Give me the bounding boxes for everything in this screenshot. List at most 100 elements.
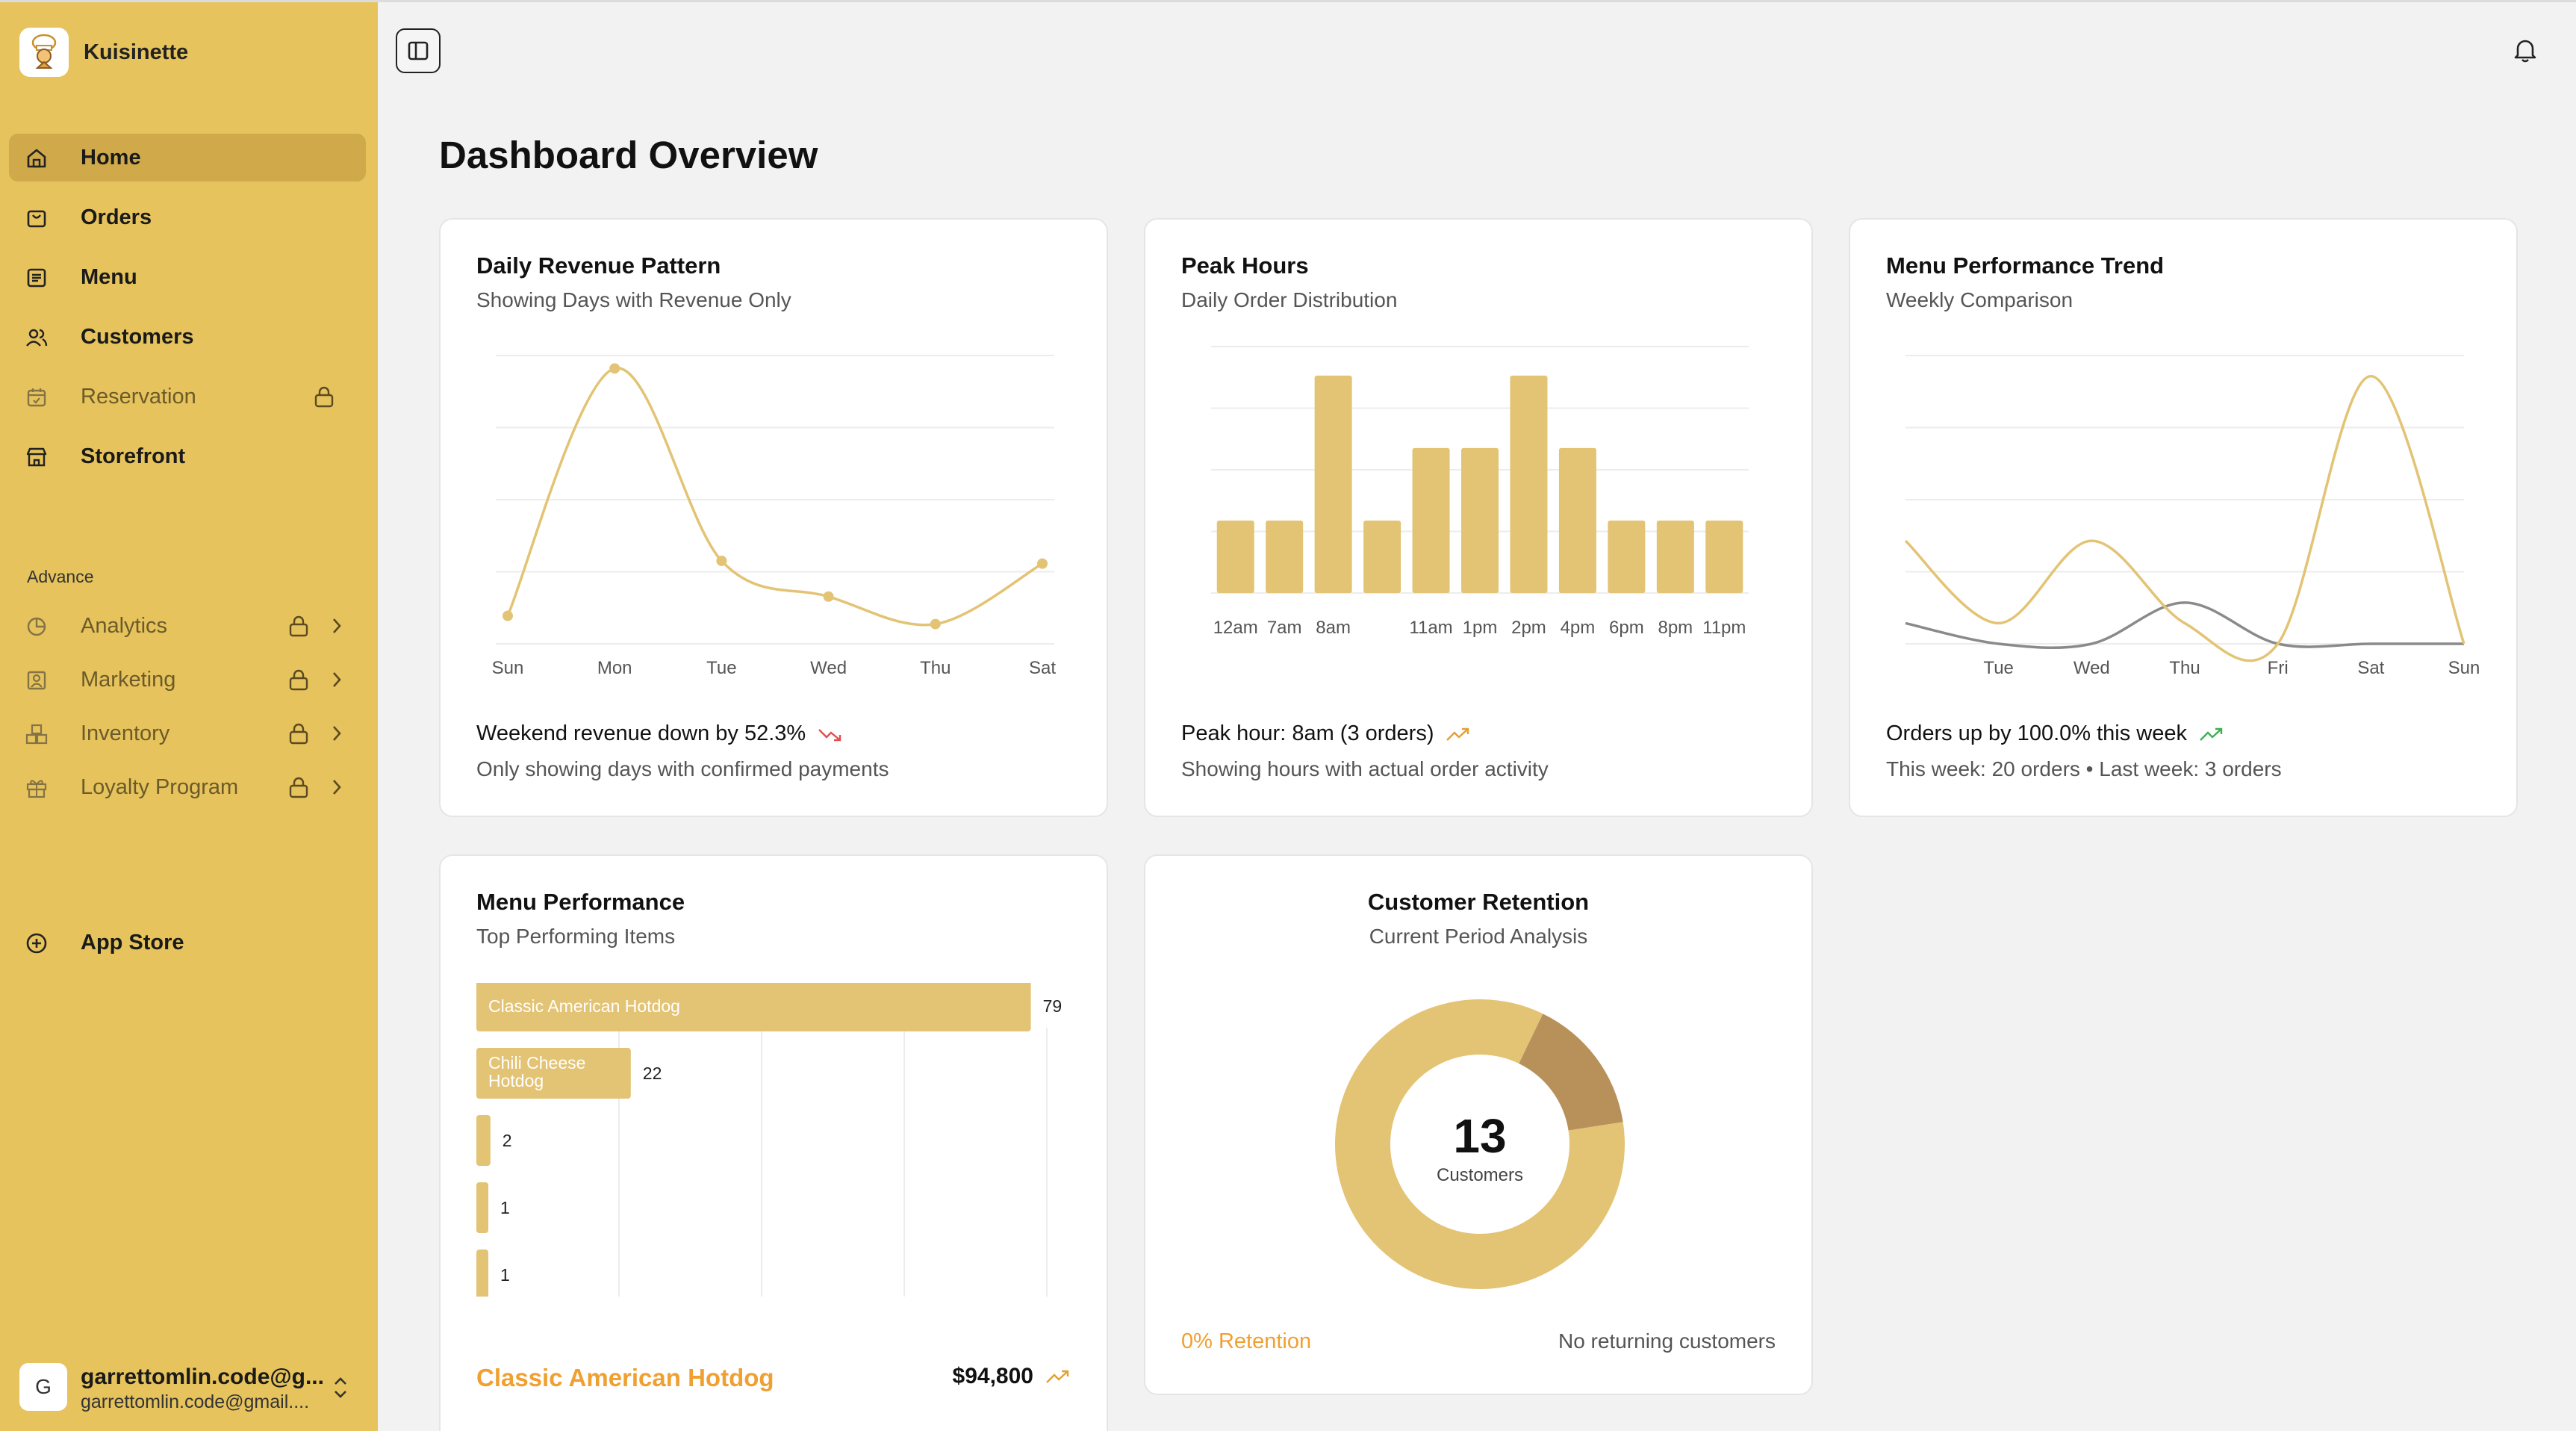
bar-category-label: Chili Cheese	[488, 1053, 585, 1073]
sidebar-item-customers[interactable]: Customers	[9, 313, 366, 361]
card-title: Menu Performance	[476, 889, 685, 915]
bar-category-label: Classic American Hotdog	[488, 996, 680, 1016]
user-menu[interactable]: G garrettomlin.code@g... garrettomlin.co…	[19, 1363, 370, 1412]
card-footer-main: Peak hour: 8am (3 orders)	[1181, 721, 1471, 746]
sidebar-item-reservation[interactable]: Reservation	[9, 373, 366, 420]
x-tick-label: Thu	[920, 658, 951, 678]
plus-circle-icon	[26, 933, 47, 954]
top-item-value: $94,800	[952, 1364, 1033, 1388]
sidebar-item-storefront[interactable]: Storefront	[9, 432, 366, 480]
retention-donut-chart	[1335, 999, 1625, 1289]
bar	[1216, 520, 1254, 593]
calendar-check-icon	[27, 388, 46, 407]
trending-up-icon	[1446, 727, 1469, 741]
sidebar-item-home[interactable]: Home	[9, 134, 366, 181]
sidebar-toggle-icon	[408, 41, 429, 60]
bar	[1656, 520, 1694, 593]
gift-icon	[26, 780, 47, 798]
card-footer-main: Orders up by 100.0% this week	[1886, 721, 2224, 746]
bar-value-label: 79	[1043, 996, 1063, 1016]
bell-icon[interactable]	[2513, 37, 2537, 63]
donut-slice	[1519, 1014, 1623, 1131]
trend-card: Menu Performance Trend Weekly Comparison…	[1849, 218, 2518, 817]
pie-chart-icon	[27, 617, 46, 636]
sidebar-toggle-button[interactable]	[396, 28, 441, 73]
top-item-name: Classic American Hotdog	[476, 1364, 774, 1391]
x-tick-label: Tue	[1983, 658, 2013, 678]
bar-value-label: 22	[643, 1064, 662, 1083]
bar	[476, 1250, 488, 1297]
card-title: Peak Hours	[1181, 252, 1309, 279]
lock-icon	[314, 386, 334, 408]
card-title: Customer Retention	[1367, 889, 1590, 915]
chevron-right-icon	[333, 780, 341, 795]
card-footer-main: Weekend revenue down by 52.3%	[476, 721, 843, 746]
sidebar-item-marketing[interactable]: Marketing	[9, 656, 366, 704]
bar	[1363, 520, 1401, 593]
sidebar-item-app-store[interactable]: App Store	[9, 919, 366, 966]
sidebar-item-label: Reservation	[81, 384, 196, 409]
x-tick-label: Tue	[706, 658, 736, 678]
sidebar-item-menu[interactable]: Menu	[9, 253, 366, 301]
retention-card: Customer Retention Current Period Analys…	[1144, 854, 1813, 1395]
chef-logo-icon	[19, 28, 69, 77]
trend-line-chart: Tue Wed Thu Fri Sat Sun	[1904, 355, 2480, 678]
peak-hours-bar-chart: 12am 7am 8am 11am 1pm 2pm 4pm 6pm 8pm 11pm	[1211, 346, 1749, 638]
card-subtitle: Top Performing Items	[476, 925, 676, 948]
top-item-value-row: $94,800	[953, 1364, 1071, 1389]
donut-center-label: Customers	[1436, 1165, 1524, 1185]
sidebar-item-analytics[interactable]: Analytics	[9, 602, 366, 650]
x-tick-label: Sun	[492, 658, 524, 678]
brand[interactable]: Kuisinette	[19, 28, 188, 77]
sidebar-item-inventory[interactable]: Inventory	[9, 710, 366, 757]
revenue-card: Daily Revenue Pattern Showing Days with …	[439, 218, 1108, 817]
peak-hours-card: Peak Hours Daily Order Distribution 12am…	[1144, 218, 1813, 817]
bar	[476, 1182, 488, 1233]
lock-icon	[289, 615, 308, 637]
data-point	[503, 610, 513, 621]
card-footer-sub: This week: 20 orders • Last week: 3 orde…	[1886, 757, 2282, 780]
menu-bar-chart: Classic American Hotdog 79 Chili CheeseHot…	[476, 983, 1063, 1297]
bar	[476, 983, 1031, 1031]
footer-text: Weekend revenue down by 52.3%	[476, 721, 806, 745]
trending-up-icon	[1046, 1370, 1069, 1383]
footer-text: Orders up by 100.0% this week	[1886, 721, 2187, 745]
bar	[476, 1115, 491, 1166]
bar	[1558, 447, 1596, 593]
card-subtitle: Daily Order Distribution	[1181, 288, 1398, 311]
card-title: Daily Revenue Pattern	[476, 252, 721, 279]
sidebar-item-label: Inventory	[81, 721, 170, 745]
sidebar-item-label: Customers	[81, 324, 194, 349]
x-tick-label: 7am	[1267, 618, 1302, 638]
home-icon	[27, 149, 46, 168]
x-tick-label: 11am	[1409, 618, 1452, 638]
chevron-right-icon	[333, 672, 341, 687]
bar-value-label: 1	[500, 1198, 510, 1217]
sidebar-item-label: Marketing	[81, 667, 176, 692]
donut-slice	[1335, 999, 1625, 1289]
footer-text: Peak hour: 8am (3 orders)	[1181, 721, 1434, 745]
card-title: Menu Performance Trend	[1886, 252, 2165, 279]
x-tick-label: Mon	[597, 658, 632, 678]
x-tick-label: Wed	[2073, 658, 2110, 678]
data-point	[609, 363, 620, 374]
sidebar-item-label: Home	[81, 145, 141, 170]
bar	[1510, 375, 1548, 593]
sidebar: Kuisinette Home Orders Menu Customers Re…	[0, 2, 378, 1431]
sidebar-item-loyalty-program[interactable]: Loyalty Program	[9, 763, 366, 811]
trending-up-icon	[2200, 727, 2223, 741]
x-tick-label: 8am	[1316, 618, 1351, 638]
sidebar-item-label: App Store	[81, 930, 184, 954]
lock-icon	[289, 777, 308, 798]
menu-performance-card: Menu Performance Top Performing Items Cl…	[439, 854, 1108, 1431]
x-tick-label: 4pm	[1561, 618, 1596, 638]
sidebar-item-orders[interactable]: Orders	[9, 193, 366, 241]
bar	[1412, 447, 1450, 593]
bar	[1314, 375, 1352, 593]
menu-list-icon	[27, 268, 46, 288]
x-tick-label: 1pm	[1463, 618, 1498, 638]
x-tick-label: Thu	[2169, 658, 2200, 678]
shopping-bag-icon	[27, 210, 46, 228]
x-tick-label: Fri	[2268, 658, 2289, 678]
card-footer-sub: Only showing days with confirmed payment…	[476, 757, 889, 780]
